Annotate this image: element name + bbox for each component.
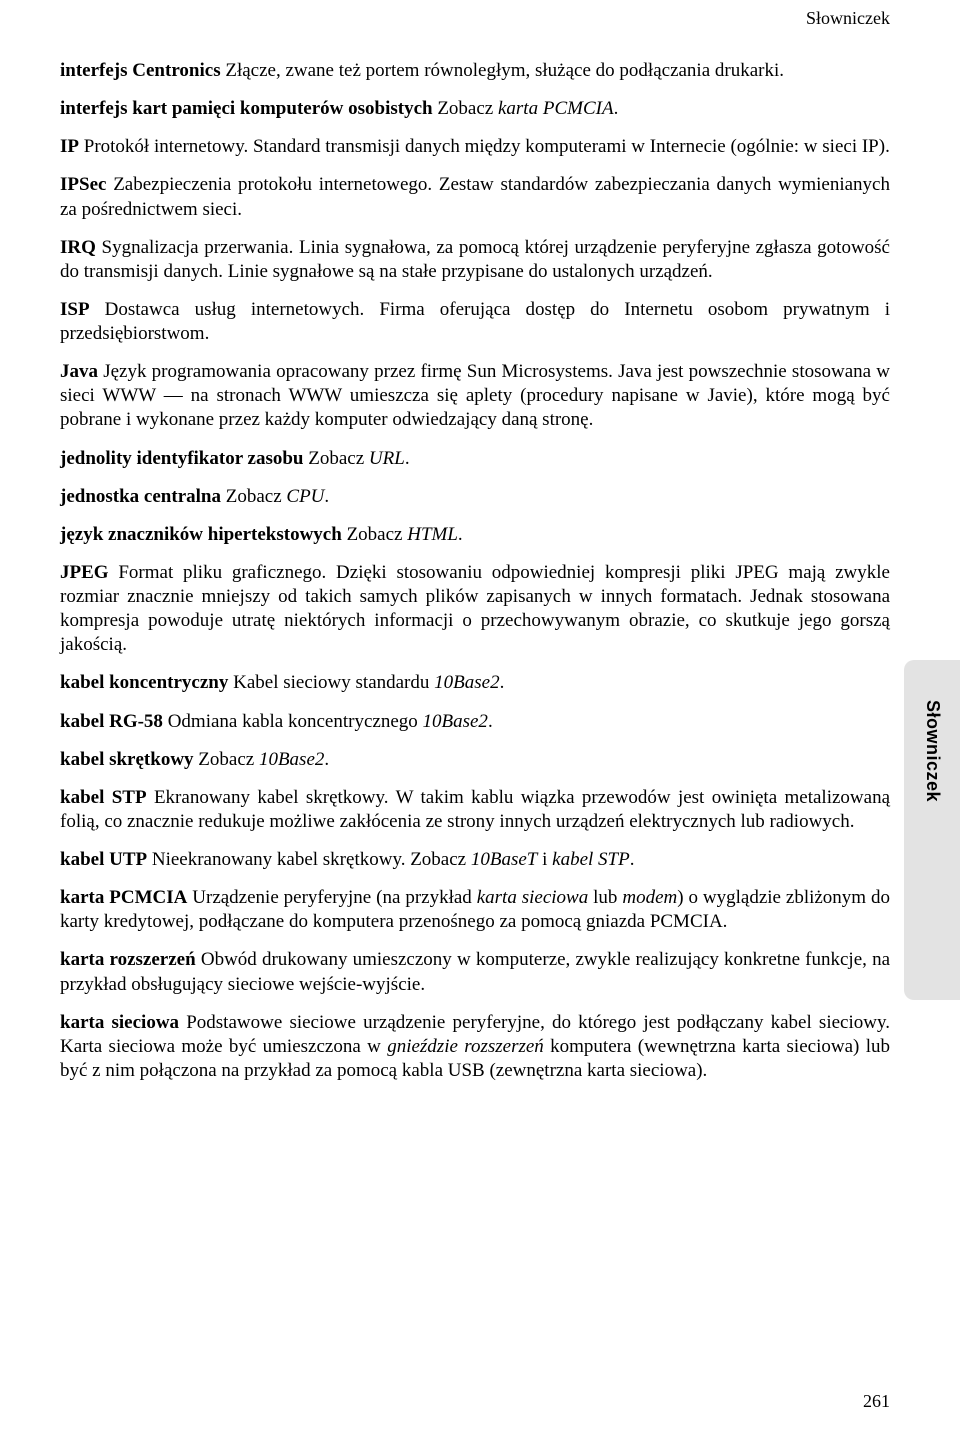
entry-term: IRQ [60, 237, 96, 258]
entry-term: interfejs Centronics [60, 60, 221, 81]
entry-definition: Odmiana kabla koncentrycznego [168, 711, 423, 732]
entry-definition: Zobacz [226, 486, 287, 507]
entry-text: . [614, 98, 619, 119]
entry-separator [147, 787, 154, 808]
entry-definition: Dostawca usług internetowych. Firma ofer… [60, 299, 890, 344]
entry-definition: Sygnalizacja przerwania. Linia sygnałowa… [60, 237, 890, 282]
entry-term: ISP [60, 299, 90, 320]
entry-text: . [630, 849, 635, 870]
entry-italic: karta PCMCIA [498, 98, 614, 119]
glossary-entry: język znaczników hipertekstowych Zobacz … [60, 523, 890, 547]
entry-text: i [537, 849, 552, 870]
entry-italic: CPU [286, 486, 324, 507]
glossary-entry: kabel skrętkowy Zobacz 10Base2. [60, 748, 890, 772]
entry-definition: Złącze, zwane też portem równoległym, sł… [225, 60, 784, 81]
entry-term: karta sieciowa [60, 1012, 179, 1033]
entry-text: . [500, 672, 505, 693]
glossary-entry: kabel RG-58 Odmiana kabla koncentryczneg… [60, 710, 890, 734]
entry-term: IPSec [60, 174, 106, 195]
entry-italic: HTML [407, 524, 458, 545]
glossary-entry: karta rozszerzeń Obwód drukowany umieszc… [60, 948, 890, 996]
entry-separator [90, 299, 105, 320]
entry-italic: modem [622, 887, 677, 908]
entry-term: kabel UTP [60, 849, 147, 870]
entry-term: język znaczników hipertekstowych [60, 524, 342, 545]
entry-definition: Zobacz [198, 749, 259, 770]
entry-term: kabel RG-58 [60, 711, 163, 732]
glossary-entry: kabel STP Ekranowany kabel skrętkowy. W … [60, 786, 890, 834]
glossary-entry: jednostka centralna Zobacz CPU. [60, 485, 890, 509]
glossary-entry: kabel UTP Nieekranowany kabel skrętkowy.… [60, 848, 890, 872]
entry-definition: Zabezpieczenia protokołu internetowego. … [60, 174, 890, 219]
entry-term: Java [60, 361, 98, 382]
entry-term: karta rozszerzeń [60, 949, 196, 970]
entry-text: . [324, 486, 329, 507]
entry-definition: Zobacz [437, 98, 498, 119]
entry-definition: Kabel sieciowy standardu [233, 672, 434, 693]
glossary-entry: IRQ Sygnalizacja przerwania. Linia sygna… [60, 236, 890, 284]
entry-definition: Format pliku graficznego. Dzięki stosowa… [60, 562, 890, 655]
glossary-entry: JPEG Format pliku graficznego. Dzięki st… [60, 561, 890, 658]
page: Słowniczek interfejs Centronics Złącze, … [0, 0, 960, 1434]
entry-text: lub [588, 887, 622, 908]
entry-term: JPEG [60, 562, 109, 583]
entry-separator [109, 562, 119, 583]
glossary-entry: interfejs Centronics Złącze, zwane też p… [60, 59, 890, 83]
entry-italic: 10Base2 [259, 749, 324, 770]
entry-term: kabel STP [60, 787, 147, 808]
entry-definition: Zobacz [347, 524, 408, 545]
entry-definition: Ekranowany kabel skrętkowy. W takim kabl… [60, 787, 890, 832]
entry-italic: 10Base2 [423, 711, 488, 732]
entry-term: interfejs kart pamięci komputerów osobis… [60, 98, 433, 119]
entry-text: . [324, 749, 329, 770]
entry-term: kabel skrętkowy [60, 749, 194, 770]
entry-italic: URL [369, 448, 405, 469]
entry-definition: Język programowania opracowany przez fir… [60, 361, 890, 430]
entry-definition: Zobacz [308, 448, 369, 469]
entry-term: karta PCMCIA [60, 887, 187, 908]
entry-italic: gnieździe rozszerzeń [387, 1036, 544, 1057]
entry-term: jednostka centralna [60, 486, 221, 507]
entry-term: kabel koncentryczny [60, 672, 228, 693]
entry-text: . [488, 711, 493, 732]
glossary-entry: IP Protokół internetowy. Standard transm… [60, 135, 890, 159]
entry-text: . [405, 448, 410, 469]
entry-definition: Nieekranowany kabel skrętkowy. Zobacz [152, 849, 471, 870]
entry-italic: 10BaseT [471, 849, 538, 870]
glossary-entry: karta PCMCIA Urządzenie peryferyjne (na … [60, 886, 890, 934]
glossary-entry: jednolity identyfikator zasobu Zobacz UR… [60, 447, 890, 471]
entry-definition: Urządzenie peryferyjne (na przykład [192, 887, 476, 908]
page-number: 261 [863, 1391, 890, 1412]
entry-definition: Protokół internetowy. Standard transmisj… [84, 136, 890, 157]
entry-text: . [458, 524, 463, 545]
glossary-entry: karta sieciowa Podstawowe sieciowe urząd… [60, 1011, 890, 1083]
entry-term: IP [60, 136, 79, 157]
glossary-entry: kabel koncentryczny Kabel sieciowy stand… [60, 671, 890, 695]
glossary-entry: IPSec Zabezpieczenia protokołu interneto… [60, 173, 890, 221]
entry-italic: karta sieciowa [477, 887, 589, 908]
glossary-entry: Java Język programowania opracowany prze… [60, 360, 890, 432]
entry-italic: kabel STP [552, 849, 630, 870]
entry-term: jednolity identyfikator zasobu [60, 448, 304, 469]
glossary-entry: interfejs kart pamięci komputerów osobis… [60, 97, 890, 121]
entry-italic: 10Base2 [434, 672, 499, 693]
glossary-entries: interfejs Centronics Złącze, zwane też p… [60, 59, 890, 1083]
side-tab-label: Słowniczek [922, 700, 943, 802]
glossary-entry: ISP Dostawca usług internetowych. Firma … [60, 298, 890, 346]
page-header-section: Słowniczek [60, 8, 890, 29]
side-tab: Słowniczek [904, 660, 960, 1000]
